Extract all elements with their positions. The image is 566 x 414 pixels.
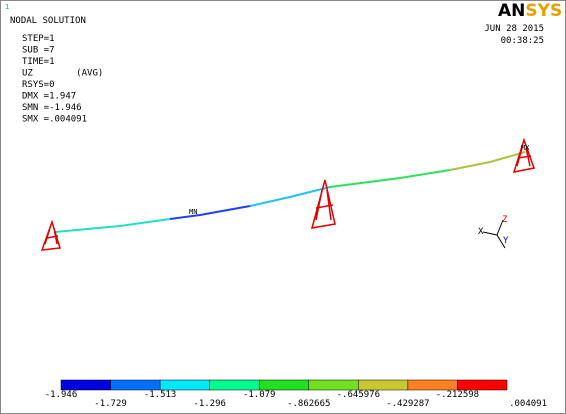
logo-sys: SYS bbox=[525, 1, 562, 21]
time: 00:38:25 bbox=[501, 36, 544, 46]
legend-swatch bbox=[160, 380, 210, 390]
window-number: 1 bbox=[5, 3, 9, 11]
logo-an: AN bbox=[498, 1, 525, 21]
legend-swatch bbox=[210, 380, 260, 390]
max-label: MX bbox=[521, 144, 530, 152]
legend-label: -1.296 bbox=[193, 399, 226, 409]
legend-label: .004091 bbox=[509, 399, 547, 409]
legend-swatch bbox=[457, 380, 507, 390]
header-line: UZ (AVG) bbox=[22, 69, 103, 79]
legend-swatch bbox=[111, 380, 161, 390]
title: NODAL SOLUTION bbox=[10, 16, 86, 26]
ansys-window: 1 NODAL SOLUTION STEP=1 SUB =7TIME=1 UZ (A… bbox=[0, 0, 566, 414]
min-label: MN bbox=[189, 208, 197, 216]
legend-swatch bbox=[358, 380, 408, 390]
header-line: STEP=1 bbox=[22, 34, 55, 44]
triad-y: Y bbox=[503, 236, 509, 246]
legend-label: -.429287 bbox=[386, 399, 429, 409]
legend-label: -1.513 bbox=[144, 390, 177, 400]
legend-label: -.212598 bbox=[436, 390, 479, 400]
header-line: SUB =7 bbox=[22, 46, 55, 56]
legend-swatch bbox=[408, 380, 458, 390]
legend-label: -1.946 bbox=[45, 390, 78, 400]
legend-label: -1.079 bbox=[243, 390, 276, 400]
header-line: SMN =-1.946 bbox=[22, 103, 82, 113]
header-line: RSYS=0 bbox=[22, 80, 55, 90]
legend-label: -.645976 bbox=[337, 390, 380, 400]
header-line: SMX =.004091 bbox=[22, 115, 87, 125]
legend-label: -.862665 bbox=[287, 399, 330, 409]
legend-swatch bbox=[309, 380, 359, 390]
legend-swatch bbox=[61, 380, 111, 390]
date: JUN 28 2015 bbox=[484, 24, 544, 34]
legend-label: -1.729 bbox=[94, 399, 127, 409]
header-line: TIME=1 bbox=[22, 57, 55, 67]
triad-z: Z bbox=[502, 215, 508, 225]
frame bbox=[1, 1, 566, 414]
triad-x: X bbox=[478, 227, 484, 237]
logo: ANSYS bbox=[498, 1, 562, 21]
header-line: DMX =1.947 bbox=[22, 92, 76, 102]
legend-swatch bbox=[259, 380, 309, 390]
